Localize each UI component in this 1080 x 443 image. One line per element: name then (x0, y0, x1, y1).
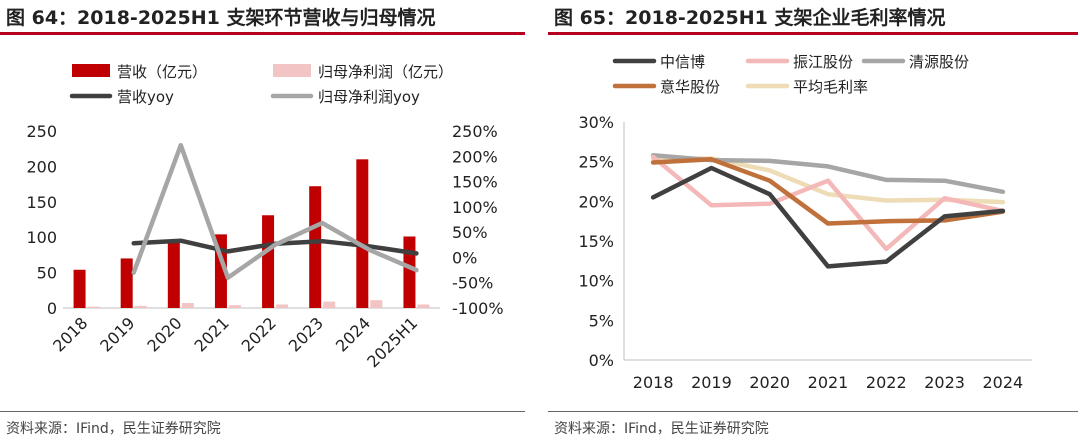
right-y-tick: 200% (452, 147, 498, 166)
left-y-tick: 200 (26, 157, 57, 176)
revenue-bar (403, 236, 416, 308)
legend-label-2: 清源股份 (909, 53, 969, 71)
x-tick-label: 2023 (285, 313, 327, 355)
left-y-tick: 250 (26, 122, 57, 141)
right-chart-title: 图 65：2018-2025H1 支架企业毛利率情况 (554, 7, 946, 29)
right-y-tick: 100% (452, 198, 498, 217)
right-y-tick: 250% (452, 122, 498, 141)
margin-line-3 (650, 157, 1006, 226)
y-tick-label: 25% (578, 153, 614, 172)
profit-bar (370, 300, 383, 308)
legend-label-3: 归母净利润yoy (318, 88, 420, 106)
y-tick-label: 0% (589, 351, 614, 370)
right-source-rule (548, 411, 1078, 412)
left-y-tick: 0 (47, 299, 57, 318)
x-tick-label: 2022 (238, 313, 280, 355)
left-y-tick: 100 (26, 228, 57, 247)
legend-label-0: 中信博 (660, 53, 705, 71)
x-tick-label: 2020 (749, 373, 790, 392)
x-tick-label: 2021 (191, 313, 233, 355)
x-tick-label: 2022 (866, 373, 907, 392)
left-chart-title: 图 64：2018-2025H1 支架环节营收与归母情况 (6, 7, 436, 29)
profit-bar (228, 305, 241, 308)
margin-line-1 (650, 154, 1006, 252)
x-tick-label: 2018 (49, 313, 91, 355)
right-y-tick: -100% (452, 299, 504, 318)
profit-bar (323, 301, 336, 308)
legend-label-0: 营收（亿元） (117, 63, 207, 81)
legend-label-1: 振江股份 (793, 53, 853, 71)
y-tick-label: 5% (589, 311, 614, 330)
margin-line-0 (650, 165, 1006, 269)
right-chart-panel: 图 65：2018-2025H1 支架企业毛利率情况 中信博 振江股份 清源股份意华… (548, 0, 1080, 443)
revenue-bar (120, 258, 133, 308)
revenue-bar (262, 215, 275, 308)
x-tick-label: 2021 (808, 373, 849, 392)
x-tick-label: 2019 (691, 373, 732, 392)
x-tick-label: 2024 (982, 373, 1023, 392)
y-tick-label: 15% (578, 232, 614, 251)
legend-swatch-1 (273, 64, 311, 77)
profit-bar (87, 306, 100, 308)
y-tick-label: 20% (578, 192, 614, 211)
left-y-tick: 50 (37, 264, 57, 283)
legend-label-2: 营收yoy (117, 88, 174, 106)
left-chart-panel: 图 64：2018-2025H1 支架环节营收与归母情况 营收（亿元） 归母净利润… (0, 0, 530, 443)
profit-bar (276, 304, 289, 308)
x-tick-label: 2023 (924, 373, 965, 392)
profit-bar (417, 304, 430, 308)
left-chart-svg: 营收（亿元） 归母净利润（亿元） 营收yoy 归母净利润yoy 0 50 100 150 200… (26, 63, 504, 371)
right-y-tick: 150% (452, 173, 498, 192)
left-y-tick: 150 (26, 193, 57, 212)
y-tick-label: 10% (578, 272, 614, 291)
x-tick-label: 2020 (143, 313, 185, 355)
profit-bar (181, 303, 194, 308)
right-title-rule (548, 32, 1078, 35)
left-chart-source: 资料来源：IFind，民生证券研究院 (6, 421, 221, 437)
x-tick-label: 2018 (633, 373, 674, 392)
legend-label-4: 平均毛利率 (793, 78, 868, 96)
yoy-line-3 (131, 142, 419, 280)
revenue-bar (356, 159, 369, 308)
x-tick-label: 2019 (96, 313, 138, 355)
left-title-rule (0, 32, 525, 35)
legend-swatch-0 (72, 64, 110, 77)
right-y-tick: 50% (452, 223, 488, 242)
x-tick-label: 2024 (332, 313, 374, 355)
left-source-rule (0, 411, 525, 412)
legend-label-3: 意华股份 (660, 78, 720, 96)
legend-label-1: 归母净利润（亿元） (318, 63, 453, 81)
revenue-bar (309, 186, 322, 308)
revenue-bar (73, 269, 86, 308)
right-chart-source: 资料来源：IFind，民生证券研究院 (554, 421, 769, 437)
right-y-tick: -50% (452, 274, 493, 293)
y-tick-label: 30% (578, 113, 614, 132)
profit-bar (134, 305, 147, 308)
x-tick-label: 2025H1 (363, 313, 421, 371)
revenue-bar (167, 242, 180, 308)
right-y-tick: 0% (452, 248, 477, 267)
